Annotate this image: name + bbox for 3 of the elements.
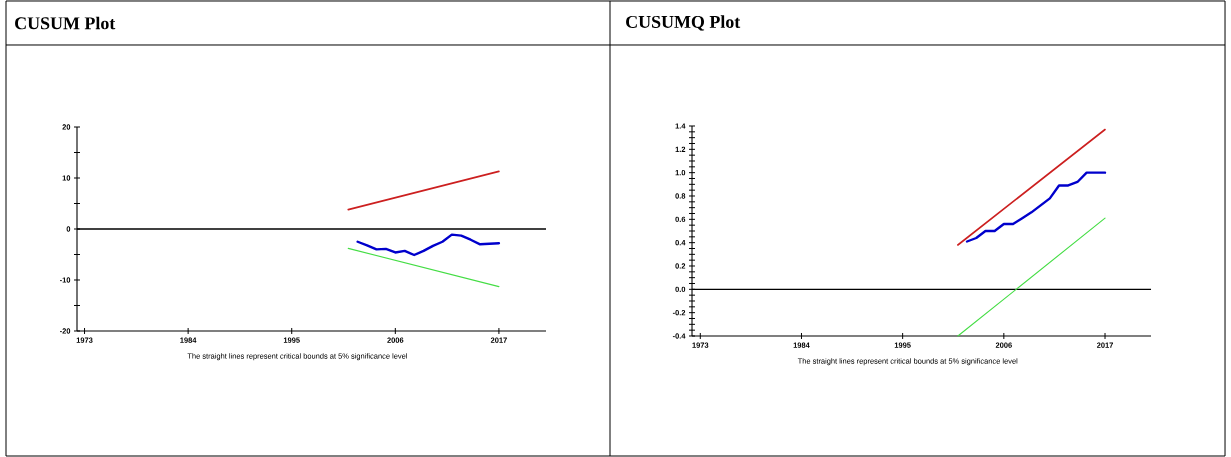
line-series <box>356 233 501 257</box>
chart-title: CUSUMQ Plot <box>626 15 741 31</box>
chart-title: CUSUM Plot <box>15 16 116 30</box>
